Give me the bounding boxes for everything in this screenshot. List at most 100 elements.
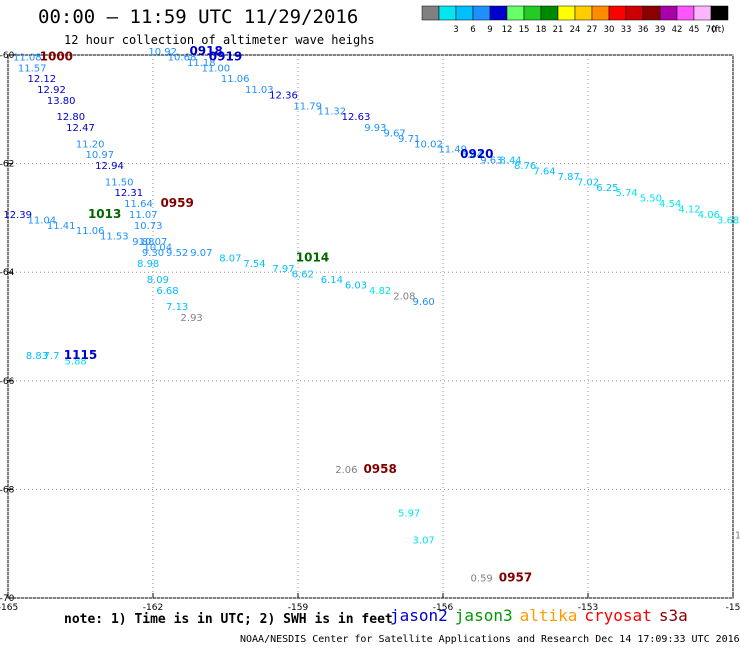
wave-height-value: 10.07 [139,237,168,248]
wave-height-value: 12.31 [115,188,144,199]
wave-height-value: 8.44 [500,156,522,167]
footer-note: note: 1) Time is in UTC; 2) SWH is in fe… [64,612,393,627]
x-tick-label: -165 [0,603,18,612]
wave-height-value: 11.49 [438,145,467,156]
scale-tick-label: 27 [587,25,598,35]
scale-tick-label: 6 [470,25,475,35]
chart-title: 00:00 – 11:59 UTC 11/29/2016 [38,6,359,28]
pass-time-label: 0920 [460,147,493,161]
wave-height-value: 8.76 [514,161,536,172]
wave-height-value: 6.68 [156,286,178,297]
pass-time-label: 0919 [209,49,242,63]
x-tick-label: -15 [726,603,740,612]
pass-time-label: 1115 [64,348,97,362]
wave-height-value: 12.36 [269,90,298,101]
wave-height-value: 10.68 [168,52,197,63]
scale-unit: (ft) [712,25,725,35]
wave-height-value: 7.13 [166,302,188,313]
wave-height-value: 3.68 [717,215,739,226]
wave-height-value: 12.47 [66,123,95,134]
wave-height-value: 7.97 [272,264,294,275]
wave-height-value: 9.93 [364,123,386,134]
scale-tick-label: 39 [655,25,666,35]
wave-height-value: 11.41 [47,221,76,232]
scale-tick-label: 18 [536,25,547,35]
wave-height-value: 12.80 [57,112,86,123]
scale-tick-label: 24 [570,25,581,35]
wave-height-value: 12.92 [37,85,66,96]
wave-height-value: 7.64 [533,166,555,177]
wave-height-value: 8.09 [147,275,169,286]
satellite-legend-altika: altika [519,606,578,625]
wave-height-value: 11.06 [76,226,105,237]
wave-height-value: 7.87 [558,172,580,183]
wave-height-value: 6.84 [461,150,483,161]
pass-time-label: 0957 [499,571,532,585]
x-tick-label: -159 [288,603,309,612]
wave-height-value: 5.74 [616,188,638,199]
wave-height-value: 5.88 [65,357,87,368]
scale-tick-label: 70 [706,25,717,35]
wave-height-value: 11.03 [245,85,274,96]
y-tick-label: -62 [0,160,14,170]
wave-height-value: 12.39 [3,210,32,221]
wave-height-value: 10.02 [414,139,443,150]
scale-tick-label: 12 [502,25,513,35]
scale-swatch [710,5,729,21]
wave-height-value: 2.06 [335,465,357,476]
wave-height-value: 11.07 [129,210,158,221]
pass-time-label: 1014 [296,250,329,264]
wave-height-value: 7.7 [44,351,60,362]
satellite-legend-jason2: jason2 [390,606,448,625]
wave-height-value: 12.94 [95,161,124,172]
pass-time-label: 0918 [189,44,222,58]
wave-height-value: 2.08 [393,291,415,302]
y-tick-label: -60 [0,51,15,61]
wave-height-value: 11.57 [18,63,47,74]
scale-tick-label: 45 [689,25,700,35]
wave-height-value: 4.54 [659,199,681,210]
pass-time-label: 1013 [88,207,121,221]
wave-height-value: 10.92 [148,47,177,58]
x-tick-label: -156 [433,603,454,612]
satellite-legend-jason3: jason3 [454,606,513,625]
wave-height-value: 9.88 [132,237,154,248]
wave-height-value: 5.50 [640,194,662,205]
wave-height-color-scale: 3 6 9 12 15 18 21 24 27 30 33 36 39 42 45 70(ft) [421,5,729,35]
scale-tick-label: 42 [672,25,683,35]
x-tick-label: -153 [578,603,598,612]
wave-height-value: 6.14 [321,275,343,286]
x-tick-label: -162 [143,603,163,612]
wave-height-value: 11.50 [105,177,134,188]
scale-tick-label: 15 [519,25,530,35]
satellite-legend-cryosat: cryosat [584,606,652,625]
chart-subtitle: 12 hour collection of altimeter wave hei… [64,33,375,47]
scale-tick-label: 3 [453,25,458,35]
wave-height-value: 6.62 [292,270,314,281]
wave-height-value: 5.97 [398,509,420,520]
wave-height-value: 13.80 [47,96,76,107]
scale-tick-label: 36 [638,25,649,35]
scale-tick-label: 21 [553,25,564,35]
wave-height-value: 11.04 [28,215,57,226]
wave-height-value: 9.30 [142,248,164,259]
scale-tick-label: 30 [604,25,615,35]
wave-height-map: -165 -162 -159 -156 -153 -15 -60 -62 -64 -66 -68 -7… [0,44,740,612]
satellite-legend-s3a: s3a [658,606,688,625]
wave-height-value: 8.07 [219,253,241,264]
wave-height-value: 11.20 [76,139,105,150]
wave-height-value: 0.59 [471,574,493,585]
y-tick-label: -64 [0,268,15,278]
wave-height-value: 9.52 [166,248,188,259]
wave-height-value: 11.64 [124,199,153,210]
wave-height-value: 8.83 [26,351,48,362]
wave-height-value: 12.12 [28,74,57,85]
wave-height-value: 4.82 [369,286,391,297]
satellite-legend: jason2 jason3 altika cryosat s3a [390,606,695,625]
wave-height-value: 9.71 [398,134,420,145]
y-tick-label: -70 [0,594,15,604]
wave-height-value: 9.67 [384,128,406,139]
wave-height-value: 8.98 [137,259,159,270]
y-tick-label: -68 [0,485,15,495]
wave-height-value: 6.25 [596,183,618,194]
